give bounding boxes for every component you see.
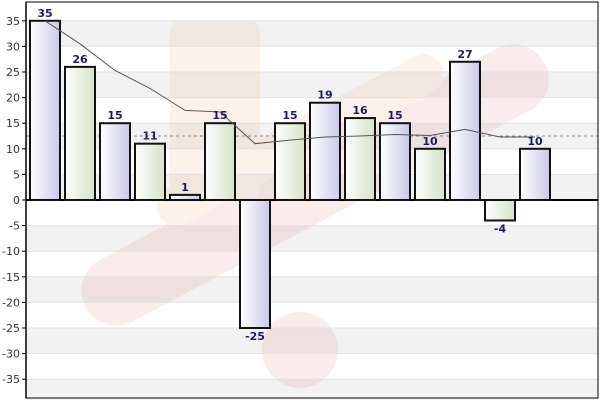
y-tick-label: -5: [9, 220, 20, 233]
bar-value-label: 26: [72, 53, 88, 66]
grid-band: [26, 328, 598, 354]
bar: [64, 65, 96, 201]
bar-series: [29, 19, 551, 329]
y-tick-label: 25: [6, 66, 20, 79]
bar: [519, 147, 551, 202]
bar: [169, 193, 201, 202]
y-tick-label: 5: [13, 168, 20, 181]
bar-value-label: 15: [212, 109, 227, 122]
y-tick-label: 35: [6, 15, 20, 28]
y-tick-label: 15: [6, 117, 20, 130]
bar: [414, 147, 446, 202]
y-tick-label: -30: [2, 348, 20, 361]
bar: [309, 101, 341, 201]
bar-value-label: 27: [457, 48, 472, 61]
bar-value-label: 35: [37, 7, 52, 20]
bar-value-label: 15: [107, 109, 122, 122]
bar: [99, 122, 131, 201]
y-tick-label: -15: [2, 271, 20, 284]
bar-value-label: 11: [142, 130, 157, 143]
y-tick-label: 20: [6, 92, 20, 105]
y-tick-label: 30: [6, 40, 20, 53]
grid-band: [26, 225, 598, 252]
bar-value-label: 15: [387, 109, 402, 122]
bar: [484, 199, 516, 222]
bar-value-label: 10: [422, 135, 438, 148]
bar-value-label: 19: [317, 89, 332, 102]
bar: [204, 122, 236, 201]
bar-value-label: 10: [527, 135, 543, 148]
bar: [379, 122, 411, 201]
bar: [274, 122, 306, 201]
y-tick-label: 10: [6, 143, 20, 156]
trend-line: [44, 20, 535, 145]
grid-band: [26, 276, 598, 303]
grid-band: [26, 72, 598, 98]
bar: [29, 19, 61, 201]
bar-value-label: 15: [282, 109, 297, 122]
bar-value-label: 1: [181, 181, 189, 194]
bar-value-label: -25: [245, 330, 265, 343]
y-tick-label: -35: [2, 373, 20, 386]
bar-value-label: 16: [352, 104, 368, 117]
y-tick-label: 0: [13, 194, 20, 207]
grid-band: [26, 379, 598, 400]
y-tick-label: -25: [2, 322, 20, 335]
plot-border: [25, 1, 599, 399]
trend-line-series: [44, 20, 535, 145]
y-tick-label: -10: [2, 245, 20, 258]
bar: [134, 142, 166, 201]
bar-value-label: -4: [494, 222, 507, 235]
bar: [344, 117, 376, 201]
bar: [239, 199, 271, 329]
y-tick-label: -20: [2, 296, 20, 309]
grid-band: [26, 20, 598, 47]
